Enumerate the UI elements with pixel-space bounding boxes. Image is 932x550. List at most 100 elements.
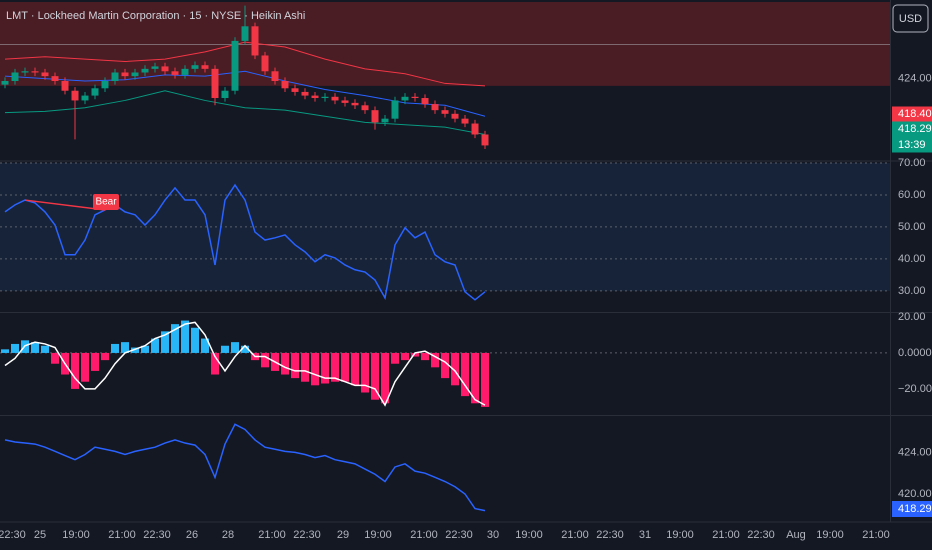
candle-body [11,72,19,81]
candle-body [181,68,189,75]
histogram-bar [211,352,219,375]
currency-button[interactable] [892,4,929,33]
candle-body [61,81,69,91]
candle-body [221,90,229,99]
candle-body [361,105,369,111]
candle-body [431,104,439,111]
candle-body [341,100,349,103]
divergence-label: Bear [95,197,117,208]
histogram-bar [441,352,449,379]
candle-body [101,81,109,89]
candle-body [391,100,399,119]
x-tick-label: 19:00 [62,529,90,541]
candle-body [151,66,159,69]
histogram-bar [231,342,239,353]
histogram-bar [481,352,489,407]
histogram-bar [301,352,309,382]
histogram-bar [261,352,269,368]
histogram-bar [191,327,199,353]
histogram-bar [241,345,249,353]
candle-body [211,68,219,99]
candle-body [421,98,429,105]
candle-body [371,110,379,123]
candle-body [171,71,179,75]
candle-body [301,91,309,96]
candle-body [1,81,9,85]
candle-body [411,96,419,99]
plot-area: Bear [0,2,890,512]
price-tag [892,501,932,517]
x-tick-label: 19:00 [364,529,392,541]
candle-body [321,96,329,99]
series-line [4,423,486,512]
price-tag [892,106,932,122]
histogram-bar [291,352,299,379]
candle-body [71,90,79,101]
histogram-bar [41,345,49,353]
histogram-bar [221,345,229,353]
candle-body [351,102,359,106]
y-tick-label: 20.00 [898,311,926,323]
x-tick-label: 21:00 [862,529,890,541]
histogram-bar [461,352,469,397]
x-tick-label: 19:00 [666,529,694,541]
y-tick-label: 40.00 [898,253,926,265]
histogram-bar [91,352,99,371]
candle-body [441,110,449,114]
candle-body [271,71,279,81]
currency-label[interactable]: USD [899,13,922,25]
histogram-bar [311,352,319,386]
histogram-bar [161,331,169,353]
candle-body [81,95,89,101]
x-tick-label: 22:30 [0,529,26,541]
x-tick-label: 26 [186,529,198,541]
candle-body [401,96,409,101]
candle-body [131,72,139,77]
histogram-bar [371,352,379,400]
y-tick-label: 60.00 [898,189,926,201]
candle-body [471,123,479,135]
y-tick-label: 70.00 [898,157,926,169]
divergence-line [24,199,106,211]
histogram-bar [81,352,89,382]
candle-body [461,118,469,124]
histogram-bar [451,352,459,386]
candle-body [311,95,319,99]
x-tick-label: 19:00 [515,529,543,541]
x-tick-label: 22:30 [596,529,624,541]
price-tag-label: 418.29 [898,123,932,135]
histogram-bar [201,338,209,353]
candle-body [231,40,239,91]
histogram-bar [171,324,179,353]
y-tick-label: 50.00 [898,221,926,233]
candle-body [451,113,459,119]
price-tag [892,121,932,153]
y-tick-label: 0.0000 [898,347,932,359]
histogram-bar [51,352,59,364]
price-tag-label: 418.40 [898,108,932,120]
band-line [4,90,486,135]
y-tick-label: 424.00 [898,72,932,84]
candle-body [21,71,29,73]
price-tag-label: 418.29 [898,503,932,515]
x-tick-label: 21:00 [410,529,438,541]
histogram-bar [151,338,159,353]
histogram-bar [111,343,119,353]
x-tick-label: 22:30 [143,529,171,541]
histogram-bar [421,352,429,361]
x-tick-label: 21:00 [258,529,286,541]
histogram-bar [401,352,409,361]
x-tick-label: 22:30 [445,529,473,541]
histogram-bar [101,352,109,361]
candle-body [261,55,269,72]
x-tick-label: Aug [786,529,806,541]
macd-line [4,321,486,407]
candle-body [331,96,339,101]
x-tick-label: 21:00 [561,529,589,541]
histogram-bar [181,320,189,353]
histogram-bar [11,343,19,353]
y-tick-label: 420.00 [898,488,932,500]
histogram-bar [381,352,389,404]
